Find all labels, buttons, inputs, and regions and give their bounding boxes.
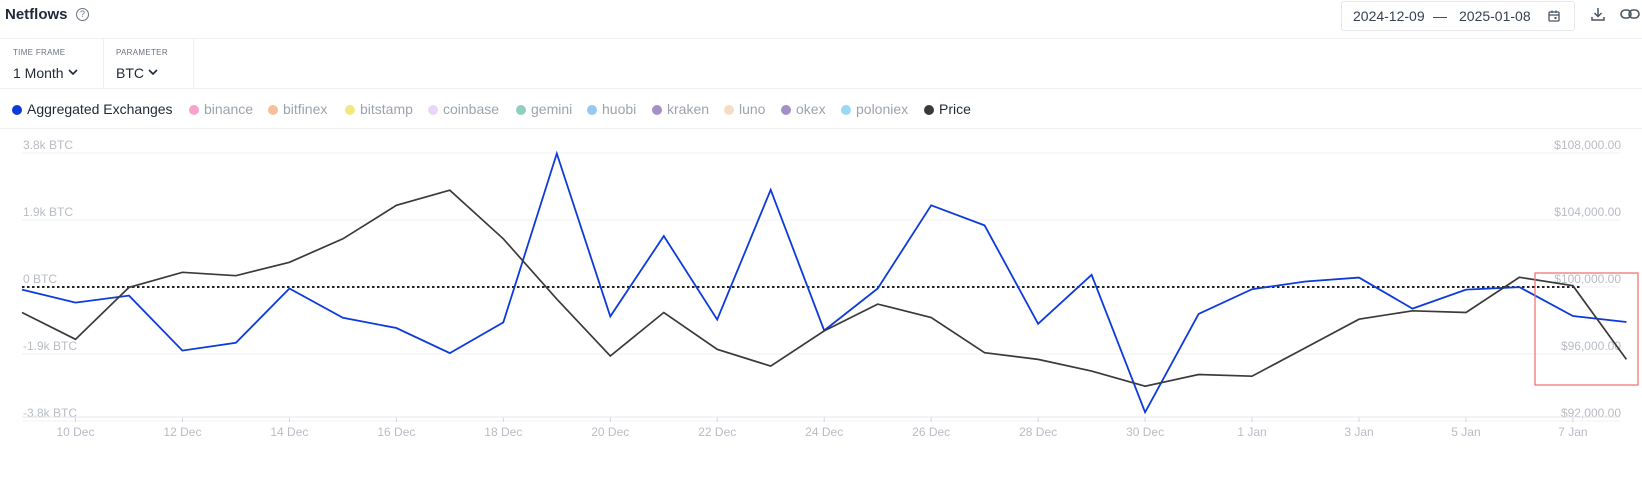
download-icon[interactable]	[1590, 6, 1606, 22]
legend-label: luno	[739, 101, 766, 117]
y-left-tick-label: 1.9k BTC	[23, 205, 73, 219]
x-tick-label: 7 Jan	[1558, 425, 1587, 439]
y-right-tick-label: $104,000.00	[1554, 205, 1621, 219]
y-axis-left: 3.8k BTC 1.9k BTC 0 BTC -1.9k BTC -3.8k BTC	[23, 138, 77, 420]
legend-dot	[724, 105, 734, 115]
legend-item-bitstamp[interactable]: bitstamp	[345, 101, 413, 117]
legend-item-luno[interactable]: luno	[724, 101, 765, 117]
legend-label: okex	[796, 101, 826, 117]
parameter-label: PARAMETER	[116, 48, 168, 57]
legend-dot	[428, 105, 438, 115]
x-tick-label: 18 Dec	[484, 425, 522, 439]
legend-item-bitfinex[interactable]: bitfinex	[268, 101, 327, 117]
legend-item-gemini[interactable]: gemini	[516, 101, 572, 117]
x-tick-label: 26 Dec	[912, 425, 950, 439]
x-tick-label: 22 Dec	[698, 425, 736, 439]
chevron-down-icon	[148, 69, 158, 76]
date-from: 2024-12-09	[1353, 8, 1425, 24]
y-left-tick-label: 0 BTC	[23, 272, 57, 286]
series-line-aggregated-exchanges[interactable]	[21, 150, 1627, 415]
y-left-tick-label: 3.8k BTC	[23, 138, 73, 152]
y-axis-right: $108,000.00 $104,000.00 $100,000.00 $96,000…	[1554, 138, 1621, 420]
legend-label: Price	[939, 101, 971, 117]
legend-dot	[587, 105, 597, 115]
x-tick-label: 3 Jan	[1344, 425, 1373, 439]
x-tick-label: 1 Jan	[1237, 425, 1266, 439]
legend-item-poloniex[interactable]: poloniex	[841, 101, 908, 117]
x-tick-label: 10 Dec	[56, 425, 94, 439]
filter-controls: TIME FRAME 1 Month PARAMETER BTC	[0, 38, 1642, 89]
x-tick-label: 14 Dec	[270, 425, 308, 439]
legend-label: bitstamp	[360, 101, 413, 117]
series-line-price[interactable]	[21, 189, 1628, 388]
x-tick-label: 12 Dec	[163, 425, 201, 439]
x-axis: 10 Dec 12 Dec 14 Dec 16 Dec 18 Dec 20 Dec 22 D…	[22, 416, 1620, 439]
legend-label: poloniex	[856, 101, 909, 117]
help-icon[interactable]: ?	[76, 8, 89, 21]
legend-item-huobi[interactable]: huobi	[587, 101, 636, 117]
legend-dot	[652, 105, 662, 115]
timeframe-value: 1 Month	[13, 65, 64, 81]
legend-dot	[345, 105, 355, 115]
timeframe-value-wrap: 1 Month	[13, 65, 78, 81]
legend-dot	[189, 105, 199, 115]
page-title: Netflows	[5, 6, 68, 23]
parameter-selector[interactable]: PARAMETER BTC	[103, 38, 194, 88]
date-separator: —	[1433, 8, 1447, 24]
legend-item-kraken[interactable]: kraken	[652, 101, 709, 117]
legend-dot	[516, 105, 526, 115]
legend-item-aggregated-exchanges[interactable]: Aggregated Exchanges	[12, 101, 173, 117]
timeframe-selector[interactable]: TIME FRAME 1 Month	[0, 38, 104, 88]
x-tick-label: 28 Dec	[1019, 425, 1057, 439]
grid-lines	[22, 152, 1620, 422]
legend-dot	[268, 105, 278, 115]
y-right-tick-label: $92,000.00	[1561, 406, 1621, 420]
x-tick-label: 24 Dec	[805, 425, 843, 439]
y-right-tick-label: $96,000.00	[1561, 339, 1621, 353]
legend-label: Aggregated Exchanges	[27, 101, 173, 117]
x-tick-label: 20 Dec	[591, 425, 629, 439]
parameter-value-wrap: BTC	[116, 65, 158, 81]
link-icon[interactable]	[1620, 7, 1640, 21]
x-tick-label: 16 Dec	[377, 425, 415, 439]
y-left-tick-label: -3.8k BTC	[23, 406, 77, 420]
y-right-tick-label: $108,000.00	[1554, 138, 1621, 152]
series-layer	[21, 150, 1628, 415]
legend-item-okex[interactable]: okex	[781, 101, 826, 117]
legend-dot	[924, 105, 934, 115]
legend-label: huobi	[602, 101, 637, 117]
legend-item-coinbase[interactable]: coinbase	[428, 101, 499, 117]
legend-label: gemini	[531, 101, 573, 117]
legend-label: binance	[204, 101, 254, 117]
legend-item-price[interactable]: Price	[924, 101, 971, 117]
legend-label: kraken	[667, 101, 710, 117]
date-to: 2025-01-08	[1459, 8, 1531, 24]
header-bar: Netflows ? 2024-12-09 — 2025-01-08	[0, 0, 1642, 39]
legend-label: coinbase	[443, 101, 500, 117]
legend-dot	[781, 105, 791, 115]
date-range-picker[interactable]: 2024-12-09 — 2025-01-08	[1341, 1, 1575, 31]
x-tick-label: 30 Dec	[1126, 425, 1164, 439]
x-tick-label: 5 Jan	[1451, 425, 1480, 439]
timeframe-label: TIME FRAME	[13, 48, 66, 57]
y-right-tick-label: $100,000.00	[1554, 272, 1621, 286]
legend-dot	[841, 105, 851, 115]
y-left-tick-label: -1.9k BTC	[23, 339, 77, 353]
chevron-down-icon	[68, 69, 78, 76]
highlight-box	[1534, 272, 1639, 386]
legend-item-binance[interactable]: binance	[189, 101, 253, 117]
chart-legend: Aggregated Exchanges binance bitfinex bi…	[0, 88, 1642, 129]
legend-dot	[12, 105, 22, 115]
parameter-value: BTC	[116, 65, 144, 81]
legend-label: bitfinex	[283, 101, 328, 117]
calendar-icon	[1548, 10, 1560, 22]
